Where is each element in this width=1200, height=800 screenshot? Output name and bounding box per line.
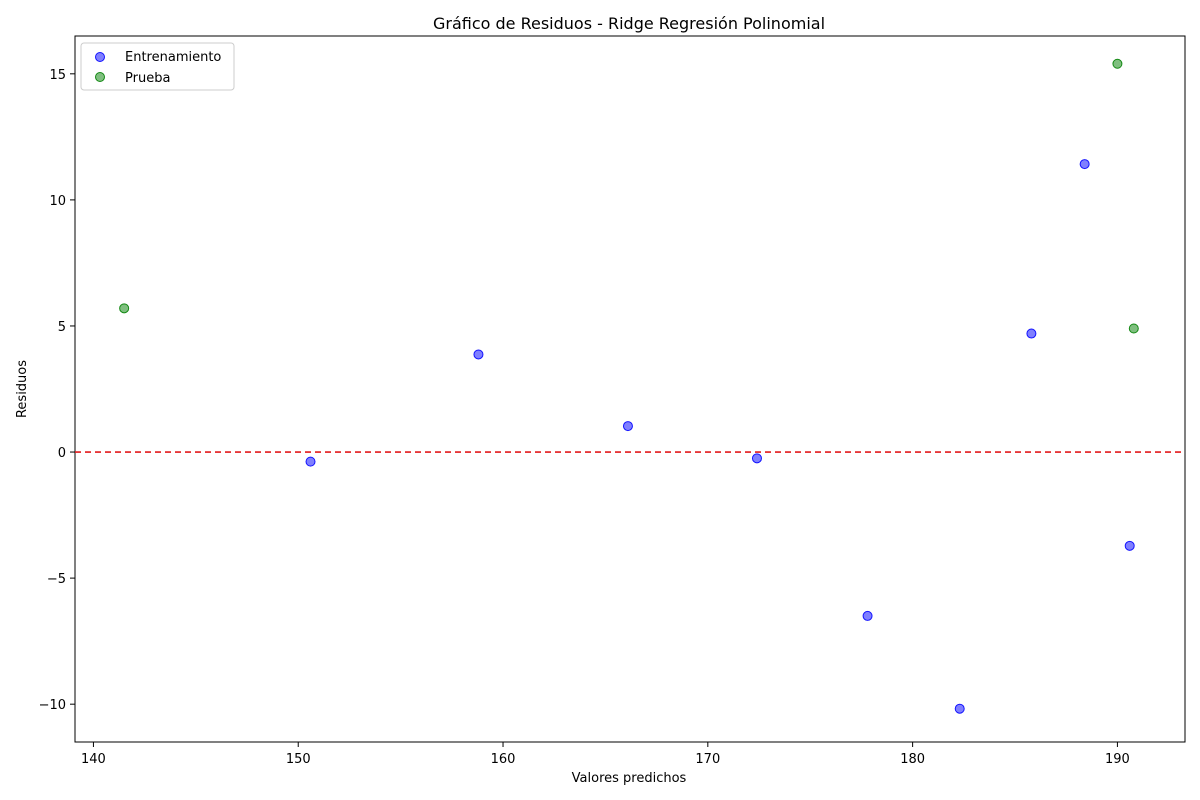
scatter-point-entrenamiento: [473, 349, 484, 360]
legend-box: [80, 42, 235, 91]
legend-label-entrenamiento: Entrenamiento: [125, 50, 221, 65]
legend-marker-prueba: [95, 72, 105, 82]
x-tick-label: 180: [900, 752, 925, 767]
y-tick-label: −5: [47, 572, 66, 587]
y-tick-label: 15: [49, 68, 66, 83]
plot-area: [74, 35, 1186, 743]
y-tick-label: 0: [58, 446, 66, 461]
scatter-point-entrenamiento: [954, 703, 965, 714]
legend: Entrenamiento Prueba: [80, 42, 235, 91]
chart-title: Gráfico de Residuos - Ridge Regresión Po…: [433, 14, 825, 33]
y-axis-ticks: −10 −5 0 5 10 15: [39, 68, 75, 713]
scatter-point-prueba: [1128, 323, 1139, 334]
scatter-point-prueba: [1112, 58, 1123, 69]
y-tick-label: 5: [58, 320, 66, 335]
x-tick-label: 190: [1105, 752, 1130, 767]
y-tick-label: −10: [39, 698, 66, 713]
legend-label-prueba: Prueba: [125, 71, 170, 86]
scatter-point-entrenamiento: [751, 453, 762, 464]
scatter-point-prueba: [119, 303, 130, 314]
scatter-point-entrenamiento: [862, 610, 873, 621]
y-tick-label: 10: [49, 194, 66, 209]
scatter-point-entrenamiento: [622, 421, 633, 432]
scatter-point-entrenamiento: [1026, 328, 1037, 339]
scatter-point-entrenamiento: [1079, 159, 1090, 170]
data-points: [119, 58, 1139, 714]
legend-marker-entrenamiento: [95, 52, 105, 62]
x-tick-label: 150: [286, 752, 311, 767]
x-tick-label: 170: [695, 752, 720, 767]
y-axis-label: Residuos: [15, 360, 30, 418]
x-tick-label: 160: [491, 752, 516, 767]
x-tick-label: 140: [81, 752, 106, 767]
x-axis-ticks: 140 150 160 170 180 190: [81, 742, 1130, 767]
x-axis-label: Valores predichos: [572, 771, 687, 786]
scatter-point-entrenamiento: [305, 456, 316, 467]
scatter-point-entrenamiento: [1124, 540, 1135, 551]
plot-frame: [74, 35, 1186, 743]
